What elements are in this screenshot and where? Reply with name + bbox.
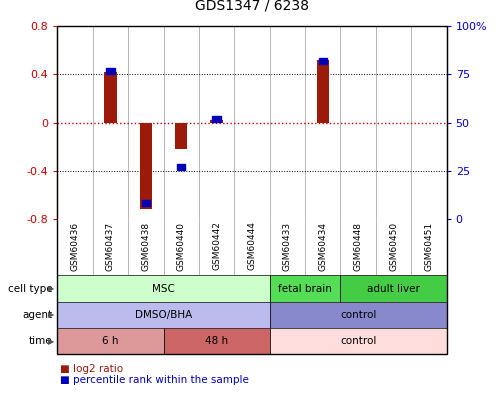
Text: adult liver: adult liver bbox=[367, 284, 420, 294]
Text: ▶: ▶ bbox=[48, 310, 55, 320]
Bar bbox=[340, 275, 447, 302]
Text: GSM60434: GSM60434 bbox=[318, 222, 327, 271]
Text: ■ percentile rank within the sample: ■ percentile rank within the sample bbox=[60, 375, 249, 385]
Text: GSM60440: GSM60440 bbox=[177, 222, 186, 271]
Text: GSM60442: GSM60442 bbox=[212, 222, 221, 271]
Text: GSM60438: GSM60438 bbox=[141, 222, 150, 271]
Bar bbox=[175, 122, 188, 149]
Text: GSM60448: GSM60448 bbox=[354, 222, 363, 271]
Bar bbox=[57, 275, 269, 302]
Bar bbox=[269, 275, 340, 302]
Text: GSM60450: GSM60450 bbox=[389, 222, 398, 271]
Bar bbox=[318, 58, 327, 64]
Text: MSC: MSC bbox=[152, 284, 175, 294]
Bar bbox=[177, 164, 186, 170]
Text: ▶: ▶ bbox=[48, 337, 55, 346]
Text: GSM60444: GSM60444 bbox=[248, 222, 256, 271]
Text: GSM60436: GSM60436 bbox=[70, 222, 79, 271]
Text: GSM60433: GSM60433 bbox=[283, 222, 292, 271]
Text: ■ log2 ratio: ■ log2 ratio bbox=[60, 364, 123, 373]
Text: 48 h: 48 h bbox=[205, 336, 228, 346]
Bar bbox=[106, 68, 115, 74]
Bar bbox=[142, 200, 150, 206]
Bar bbox=[164, 328, 269, 354]
Text: 6 h: 6 h bbox=[102, 336, 119, 346]
Text: control: control bbox=[340, 336, 376, 346]
Text: time: time bbox=[29, 336, 52, 346]
Text: GSM60451: GSM60451 bbox=[425, 222, 434, 271]
Text: control: control bbox=[340, 310, 376, 320]
Bar bbox=[104, 72, 117, 122]
Text: DMSO/BHA: DMSO/BHA bbox=[135, 310, 192, 320]
Bar bbox=[57, 302, 269, 328]
Bar bbox=[316, 60, 329, 122]
Text: GSM60437: GSM60437 bbox=[106, 222, 115, 271]
Bar bbox=[57, 328, 164, 354]
Text: GDS1347 / 6238: GDS1347 / 6238 bbox=[195, 0, 309, 12]
Text: fetal brain: fetal brain bbox=[278, 284, 332, 294]
Bar bbox=[211, 120, 223, 122]
Bar bbox=[140, 122, 152, 209]
Bar bbox=[269, 328, 447, 354]
Bar bbox=[213, 116, 221, 121]
Text: ▶: ▶ bbox=[48, 284, 55, 293]
Bar bbox=[269, 302, 447, 328]
Text: agent: agent bbox=[22, 310, 52, 320]
Text: cell type: cell type bbox=[8, 284, 52, 294]
